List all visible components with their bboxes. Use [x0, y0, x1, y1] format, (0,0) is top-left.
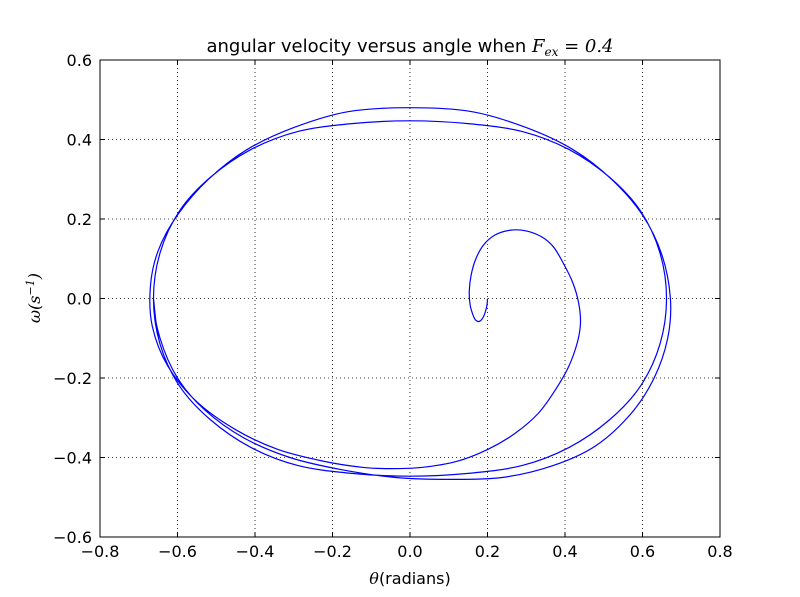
title-prefix: angular velocity versus angle when	[206, 36, 532, 57]
y-axis-label-close: )	[25, 273, 44, 280]
chart-title: angular velocity versus angle when Fex =…	[206, 36, 613, 59]
y-axis-label: ω(s−1)	[24, 273, 44, 323]
y-axis-label-sup: −1	[24, 279, 37, 295]
x-tick-labels: −0.8 −0.6 −0.4 −0.2 0.0 0.2 0.4 0.6 0.8	[81, 542, 733, 561]
plot-area	[149, 107, 672, 480]
title-math-rest: = 0.4	[558, 36, 613, 57]
y-tick-label: 0.4	[67, 131, 92, 150]
y-tick-label: −0.2	[53, 369, 92, 388]
y-tick-label: 0.2	[67, 210, 92, 229]
y-tick-label: 0.6	[67, 51, 92, 70]
y-tick-label: 0.0	[67, 290, 92, 309]
y-tick-labels: −0.6 −0.4 −0.2 0.0 0.2 0.4 0.6	[53, 51, 92, 547]
y-axis-label-math: ω	[25, 310, 44, 323]
x-axis-label-text: (radians)	[379, 569, 451, 588]
x-tick-label: −0.6	[158, 542, 197, 561]
x-axis-label-math: θ	[369, 569, 379, 588]
x-tick-label: 0.6	[630, 542, 655, 561]
x-tick-label: 0.0	[397, 542, 422, 561]
title-math-sub: ex	[544, 45, 558, 59]
series-line	[149, 107, 672, 480]
y-axis-label-open: (s	[25, 295, 44, 309]
x-tick-label: 0.2	[475, 542, 500, 561]
x-tick-label: 0.8	[707, 542, 732, 561]
y-tick-label: −0.4	[53, 449, 92, 468]
y-tick-label: −0.6	[53, 528, 92, 547]
x-axis-label: θ(radians)	[369, 569, 450, 588]
title-math-var: F	[531, 36, 546, 57]
x-tick-label: −0.4	[236, 542, 275, 561]
ticks	[99, 59, 721, 538]
x-tick-label: −0.2	[313, 542, 352, 561]
x-tick-label: 0.4	[552, 542, 577, 561]
x-tick-label: −0.8	[81, 542, 120, 561]
